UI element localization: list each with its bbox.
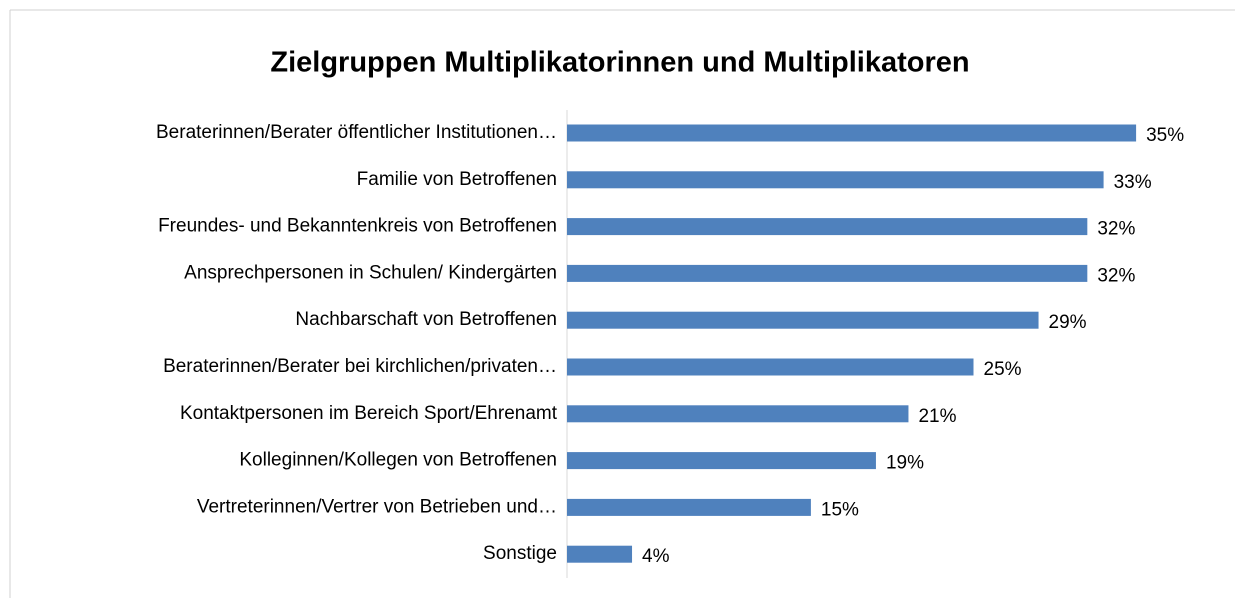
value-label: 32% — [1097, 219, 1135, 240]
bar — [567, 545, 633, 563]
bar — [567, 405, 909, 423]
value-label: 32% — [1097, 265, 1135, 286]
value-label: 33% — [1114, 172, 1152, 193]
value-label: 25% — [984, 359, 1022, 380]
bar — [567, 218, 1088, 236]
value-label: 35% — [1146, 125, 1184, 146]
bar — [567, 358, 974, 376]
category-label: Vertreterinnen/Vertrer von Betrieben und… — [197, 496, 557, 517]
value-label: 29% — [1049, 312, 1087, 333]
chart-title: Zielgruppen Multiplikatorinnen und Multi… — [270, 47, 969, 79]
bar — [567, 171, 1104, 189]
bar — [567, 311, 1039, 329]
bar — [567, 264, 1088, 282]
category-label: Sonstige — [483, 543, 557, 564]
category-label: Beraterinnen/Berater bei kirchlichen/pri… — [163, 356, 557, 377]
bar — [567, 452, 876, 470]
bar — [567, 498, 811, 516]
category-label: Nachbarschaft von Betroffenen — [295, 309, 557, 330]
value-label: 19% — [886, 453, 924, 474]
value-label: 21% — [918, 406, 956, 427]
category-label: Beraterinnen/Berater öffentlicher Instit… — [156, 122, 557, 143]
category-label: Kolleginnen/Kollegen von Betroffenen — [239, 450, 557, 471]
category-label: Familie von Betroffenen — [357, 169, 557, 190]
category-label: Ansprechpersonen in Schulen/ Kindergärte… — [184, 262, 557, 283]
value-label: 15% — [821, 499, 859, 520]
category-label: Freundes- und Bekanntenkreis von Betroff… — [158, 216, 557, 237]
bar — [567, 124, 1137, 142]
value-label: 4% — [642, 546, 670, 567]
category-label: Kontaktpersonen im Bereich Sport/Ehrenam… — [180, 403, 558, 424]
